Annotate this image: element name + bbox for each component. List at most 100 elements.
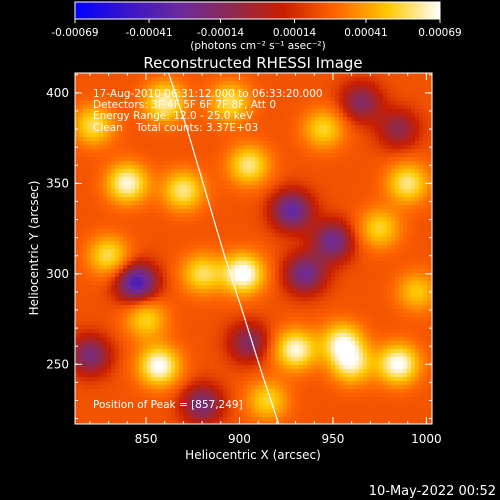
- heatmap-cell: [395, 249, 400, 254]
- heatmap-cell: [315, 125, 320, 130]
- heatmap-cell: [107, 121, 112, 126]
- heatmap-cell: [367, 105, 372, 110]
- heatmap-cell: [419, 213, 424, 218]
- heatmap-cell: [323, 113, 328, 118]
- heatmap-cell: [367, 125, 372, 130]
- heatmap-cell: [95, 253, 100, 258]
- heatmap-cell: [419, 169, 424, 174]
- heatmap-cell: [99, 145, 104, 150]
- heatmap-cell: [295, 73, 300, 78]
- heatmap-cell: [83, 281, 88, 286]
- heatmap-cell: [175, 145, 180, 150]
- heatmap-cell: [239, 257, 244, 262]
- heatmap-cell: [347, 229, 352, 234]
- heatmap-cell: [387, 133, 392, 138]
- heatmap-cell: [355, 257, 360, 262]
- heatmap-cell: [335, 237, 340, 242]
- heatmap-cell: [335, 289, 340, 294]
- heatmap-cell: [263, 205, 268, 210]
- heatmap-cell: [107, 281, 112, 286]
- heatmap-cell: [287, 273, 292, 278]
- heatmap-cell: [103, 169, 108, 174]
- heatmap-cell: [415, 273, 420, 278]
- heatmap-cell: [311, 181, 316, 186]
- heatmap-cell: [291, 173, 296, 178]
- heatmap-cell: [291, 129, 296, 134]
- heatmap-cell: [123, 185, 128, 190]
- heatmap-cell: [363, 101, 368, 106]
- heatmap-cell: [339, 145, 344, 150]
- heatmap-cell: [419, 197, 424, 202]
- heatmap-cell: [267, 93, 272, 98]
- heatmap-cell: [251, 165, 256, 170]
- heatmap-cell: [103, 209, 108, 214]
- heatmap-cell: [143, 161, 148, 166]
- heatmap-cell: [247, 105, 252, 110]
- heatmap-cell: [243, 181, 248, 186]
- heatmap-cell: [179, 121, 184, 126]
- heatmap-cell: [423, 77, 428, 82]
- heatmap-cell: [267, 213, 272, 218]
- heatmap-cell: [363, 213, 368, 218]
- heatmap-cell: [187, 245, 192, 250]
- heatmap-cell: [155, 205, 160, 210]
- heatmap-cell: [227, 133, 232, 138]
- heatmap-cell: [395, 153, 400, 158]
- heatmap-cell: [379, 249, 384, 254]
- heatmap-cell: [259, 153, 264, 158]
- heatmap-cell: [247, 237, 252, 242]
- heatmap-cell: [147, 245, 152, 250]
- heatmap-cell: [215, 201, 220, 206]
- heatmap-cell: [283, 177, 288, 182]
- heatmap-cell: [159, 257, 164, 262]
- heatmap-cell: [143, 209, 148, 214]
- heatmap-cell: [283, 181, 288, 186]
- heatmap-cell: [319, 93, 324, 98]
- heatmap-cell: [371, 285, 376, 290]
- heatmap-cell: [155, 153, 160, 158]
- heatmap-cell: [355, 289, 360, 294]
- heatmap-cell: [203, 133, 208, 138]
- heatmap-cell: [407, 77, 412, 82]
- heatmap-cell: [199, 253, 204, 258]
- heatmap-cell: [375, 89, 380, 94]
- heatmap-cell: [191, 113, 196, 118]
- heatmap-cell: [75, 153, 80, 158]
- heatmap-cell: [139, 105, 144, 110]
- heatmap-cell: [251, 261, 256, 266]
- heatmap-cell: [295, 185, 300, 190]
- heatmap-cell: [251, 253, 256, 258]
- heatmap-cell: [151, 245, 156, 250]
- heatmap-cell: [327, 189, 332, 194]
- heatmap-cell: [159, 261, 164, 266]
- heatmap-cell: [383, 197, 388, 202]
- heatmap-cell: [259, 137, 264, 142]
- heatmap-cell: [91, 97, 96, 102]
- heatmap-cell: [399, 189, 404, 194]
- heatmap-cell: [363, 137, 368, 142]
- heatmap-cell: [171, 97, 176, 102]
- heatmap-cell: [331, 97, 336, 102]
- heatmap-cell: [127, 209, 132, 214]
- heatmap-cell: [227, 113, 232, 118]
- heatmap-cell: [99, 141, 104, 146]
- heatmap-cell: [379, 197, 384, 202]
- heatmap-cell: [159, 221, 164, 226]
- heatmap-cell: [111, 273, 116, 278]
- heatmap-cell: [79, 89, 84, 94]
- heatmap-cell: [167, 281, 172, 286]
- heatmap-cell: [219, 93, 224, 98]
- heatmap-cell: [123, 141, 128, 146]
- heatmap-cell: [187, 293, 192, 298]
- heatmap-cell: [75, 225, 80, 230]
- heatmap-cell: [255, 77, 260, 82]
- heatmap-cell: [355, 133, 360, 138]
- heatmap-cell: [191, 109, 196, 114]
- heatmap-cell: [351, 277, 356, 282]
- heatmap-cell: [307, 141, 312, 146]
- heatmap-cell: [95, 213, 100, 218]
- heatmap-cell: [103, 249, 108, 254]
- heatmap-cell: [147, 241, 152, 246]
- heatmap-cell: [415, 233, 420, 238]
- heatmap-cell: [107, 137, 112, 142]
